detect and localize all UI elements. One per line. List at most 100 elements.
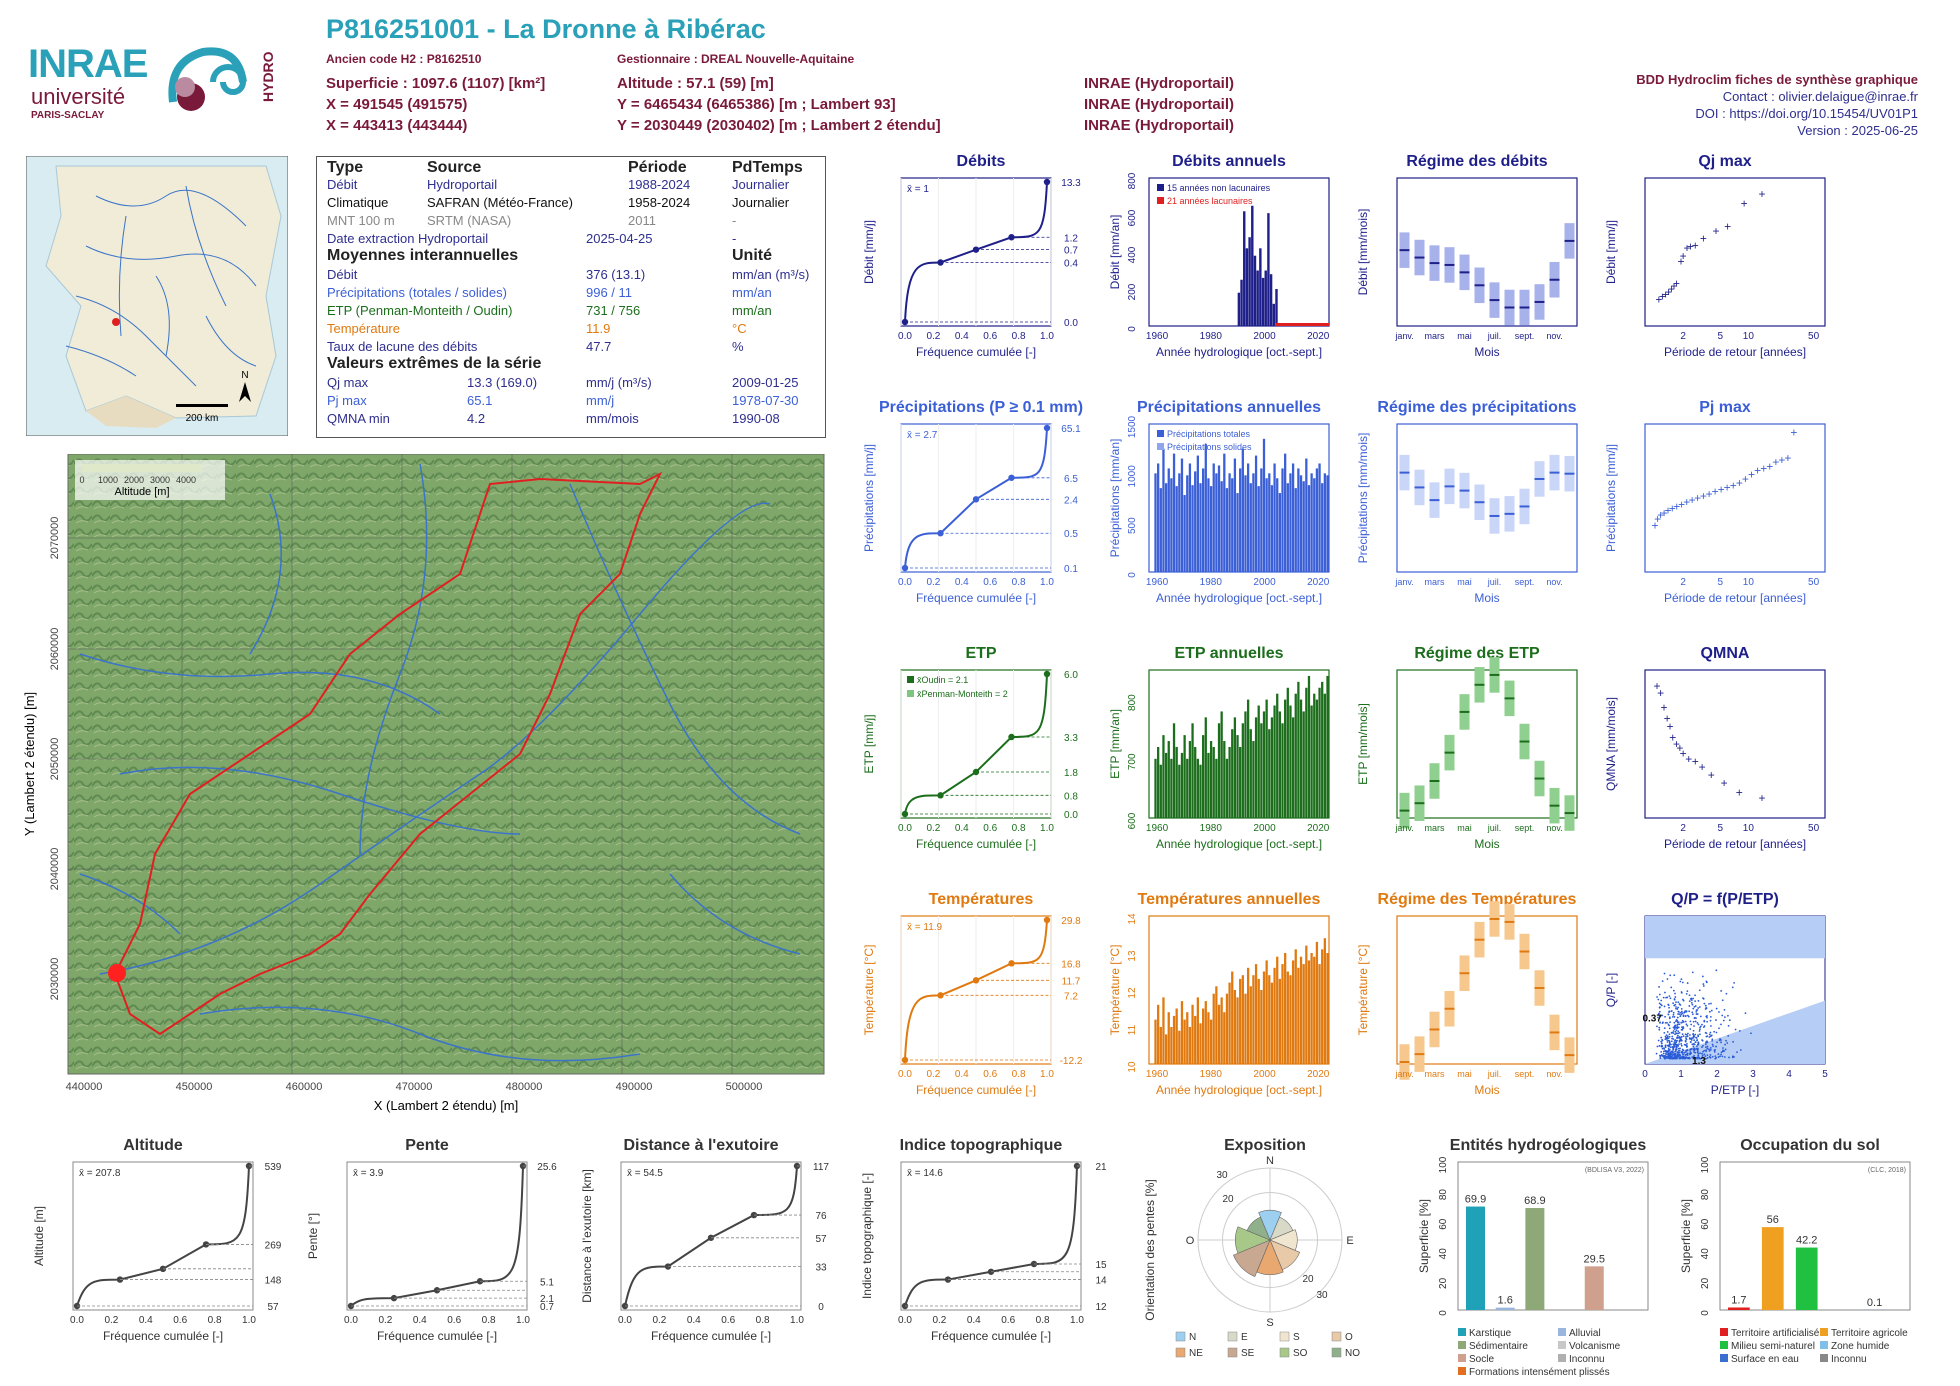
data-point: [1669, 1051, 1672, 1054]
chart-qp_scatter[interactable]: Q/P = f(P/ETP) 0.37 1.3 0 1 2 3 4 5 P/ETP [-] Q/P …: [1590, 888, 1840, 1118]
x-tick-label: 0.4: [955, 577, 969, 588]
data-point: [1667, 1051, 1669, 1054]
chart-precipitations[interactable]: Précipitations (P ≥ 0.1 mm) 65.1 6.5 2.4 0.5…: [846, 396, 1096, 626]
mean-label: x̄ = 1: [907, 184, 929, 195]
chart-title: Régime des ETP: [1414, 645, 1540, 662]
chart-etp_annuelles[interactable]: ETP annuelles 1960 1980 2000 2020 600 700 800 An…: [1094, 642, 1344, 872]
x-tick-label: juil.: [1487, 823, 1502, 833]
x-tick-label: 2: [1680, 331, 1686, 342]
y-axis-label: Débit [mm/an]: [1108, 215, 1122, 290]
bar: [1276, 956, 1279, 1064]
cell: 1978-07-30: [732, 393, 799, 408]
data-point: [1665, 996, 1667, 999]
data-point: [1660, 1040, 1663, 1043]
chart-regime_temp[interactable]: Régime des Températures janv. mars mai juil.…: [1342, 888, 1592, 1118]
x-tick-label: 10: [1743, 823, 1755, 834]
cell: 1958-2024: [628, 195, 691, 210]
bar: [1276, 693, 1279, 818]
x-tick-label: 0.4: [967, 1315, 981, 1326]
cell: ETP (Penman-Monteith / Oudin): [327, 303, 513, 318]
mean-label: x̄ = 207.8: [79, 1168, 121, 1179]
bar: [1297, 468, 1300, 572]
x-tick-label: 1.0: [242, 1315, 256, 1326]
bar: [1249, 483, 1252, 572]
data-point: [1715, 1019, 1717, 1021]
chart-indice_topo[interactable]: Indice topographique 21 15 14 12 0.0 0.2 0.4 0.6…: [846, 1134, 1116, 1364]
bar: [1302, 481, 1305, 572]
data-point: [1704, 1046, 1707, 1049]
data-point: [1688, 1010, 1691, 1013]
bar: [1157, 746, 1160, 818]
data-point: [1680, 1044, 1683, 1047]
chart-title: ETP: [965, 645, 996, 662]
bar: [1207, 1012, 1210, 1064]
data-point: [1691, 1011, 1694, 1014]
x-axis-label: Mois: [1474, 591, 1499, 605]
chart-debits_annuels[interactable]: Débits annuels 1960 1980 2000 2020 0 200 400 600…: [1094, 150, 1344, 380]
chart-regime_precip[interactable]: Régime des précipitations janv. mars mai jui…: [1342, 396, 1592, 626]
chart-regime_debits[interactable]: Régime des débits janv. mars mai juil. sept. n…: [1342, 150, 1592, 380]
data-point: [1693, 1050, 1695, 1053]
ring-label: 30: [1216, 1170, 1228, 1181]
chart-precip_annuelles[interactable]: Précipitations annuelles 1960 1980 2000 2020…: [1094, 396, 1344, 626]
bar: [1289, 975, 1292, 1064]
data-point: [1666, 1035, 1669, 1038]
bar: [1180, 1001, 1184, 1064]
chart-distance[interactable]: Distance à l'exutoire 117 76 57 33 0 0.0 0.2 0.4…: [566, 1134, 836, 1364]
data-point: [1662, 996, 1665, 999]
page-title: P816251001 - La Dronne à Ribérac: [326, 14, 766, 44]
data-point: +: [1758, 791, 1765, 805]
x-tick-label: 0.6: [173, 1315, 187, 1326]
data-point: [1668, 1050, 1670, 1052]
chart-pj_max[interactable]: Pj max+++++++++++++++ + + + + + + + + + +++2 5 10 50P…: [1590, 396, 1840, 626]
legend-entry: Territoire agricole: [1831, 1328, 1908, 1339]
data-point: [1659, 1054, 1661, 1057]
chart-temp_annuelles[interactable]: Températures annuelles 1960 1980 2000 2020 10…: [1094, 888, 1344, 1118]
x-tick-label: juil.: [1487, 1069, 1502, 1079]
data-point: [1685, 1038, 1688, 1041]
chart-title: Débits: [957, 153, 1006, 170]
chart-pente[interactable]: Pente 25.6 5.1 2.10.7 0.0 0.2 0.4 0.6 0.8 1.0 Fréq…: [292, 1134, 562, 1364]
data-point: [1689, 1053, 1691, 1056]
bar: [1269, 274, 1273, 326]
data-point: [1667, 1056, 1670, 1059]
data-point: +: [1741, 196, 1748, 210]
bar: [1278, 711, 1282, 818]
data-point: [1695, 1010, 1698, 1013]
data-point: [1699, 1026, 1701, 1029]
mean-label: x̄ = 11.9: [907, 922, 943, 933]
data-point: [1674, 1042, 1677, 1045]
data-point: [1711, 1038, 1714, 1041]
data-point: [1676, 1037, 1678, 1040]
bar: [1305, 945, 1308, 1064]
y-axis-label: Pente [°]: [306, 1213, 320, 1259]
contact: Contact : olivier.delaigue@inrae.fr: [1722, 89, 1918, 104]
bar: [1246, 699, 1250, 818]
chart-hydrogeo[interactable]: Entités hydrogéologiques (BDLISA V3, 2022…: [1408, 1134, 1668, 1384]
hydro-logo-icon: HYDRO: [168, 47, 276, 111]
bar: [1217, 465, 1221, 572]
chart-altitude[interactable]: Altitude 539 269 148 57 0.0 0.2 0.4 0.6 0.8 1.0 Fré…: [18, 1134, 288, 1364]
data-point: [1711, 1043, 1714, 1046]
doi-link[interactable]: DOI : https://doi.org/10.15454/UV01P1: [1695, 106, 1918, 121]
chart-etp[interactable]: ETP 6.0 3.3 1.8 0.8 0.0 0.0 0.2 0.4 0.6 0.8 1.0 Fréq…: [846, 642, 1096, 872]
right-tick-label: 7.2: [1064, 991, 1078, 1002]
chart-temperatures[interactable]: Températures 29.8 16.8 11.7 7.2 -12.2 0.0 0.2 0.…: [846, 888, 1096, 1118]
x-tick-label: 1.0: [790, 1315, 804, 1326]
x-tick-label: 2000: [1253, 331, 1276, 342]
logo-area: INRAE université PARIS-SACLAY HYDRO: [28, 42, 298, 122]
data-point: [1711, 1055, 1714, 1058]
right-tick-label: 0.5: [1064, 529, 1078, 540]
bar: [1252, 741, 1255, 818]
data-point: [1705, 1041, 1707, 1044]
bar: [1194, 471, 1197, 572]
chart-regime_etp[interactable]: Régime des ETP janv. mars mai juil. sept. nov.…: [1342, 642, 1592, 872]
bar: [1318, 964, 1321, 1064]
svg-text:2040000: 2040000: [49, 848, 61, 891]
catchment-map[interactable]: 0 1000 2000 3000 4000 Altitude [m] 44000…: [20, 454, 830, 1116]
chart-occupation[interactable]: Occupation du sol (CLC, 2018) 0 20 40 60 80 100…: [1670, 1134, 1930, 1384]
